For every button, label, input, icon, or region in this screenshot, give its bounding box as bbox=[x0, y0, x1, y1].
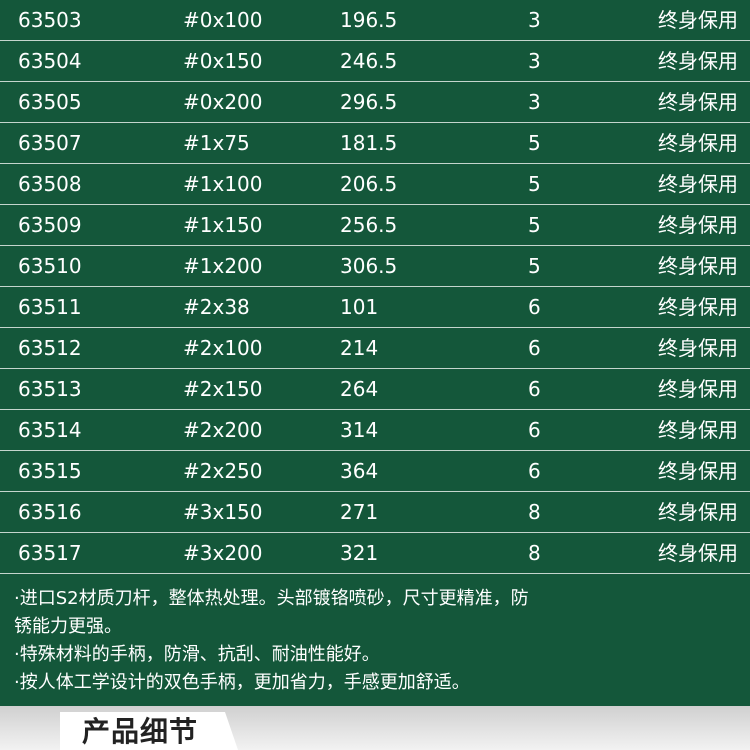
table-cell: 63516 bbox=[18, 500, 82, 524]
table-cell: 296.5 bbox=[340, 90, 398, 114]
table-cell: #2x150 bbox=[183, 377, 263, 401]
table-cell: 321 bbox=[340, 541, 379, 565]
table-cell: 63505 bbox=[18, 90, 82, 114]
table-cell: 终身保用 bbox=[658, 295, 738, 319]
table-row: 63512 #2x100 214 6 终身保用 bbox=[0, 328, 750, 369]
table-cell: 63504 bbox=[18, 49, 82, 73]
table-cell: #2x200 bbox=[183, 418, 263, 442]
table-cell: 3 bbox=[528, 90, 541, 114]
table-cell: 63510 bbox=[18, 254, 82, 278]
table-cell: 8 bbox=[528, 541, 541, 565]
table-cell: #2x100 bbox=[183, 336, 263, 360]
table-cell: 3 bbox=[528, 8, 541, 32]
table-cell: 终身保用 bbox=[658, 90, 738, 114]
table-cell: #0x150 bbox=[183, 49, 263, 73]
spec-table: 63503 #0x100 196.5 3 终身保用 63504 #0x150 246.5 3 终身… bbox=[0, 0, 750, 574]
table-cell: 196.5 bbox=[340, 8, 398, 32]
note: ·进口S2材质刀杆，整体热处理。头部镀铬喷砂，尺寸更精准，防锈能力更强。 bbox=[14, 588, 529, 637]
table-cell: 终身保用 bbox=[658, 131, 738, 155]
table-cell: 终身保用 bbox=[658, 377, 738, 401]
table-cell: 63513 bbox=[18, 377, 82, 401]
table-cell: 终身保用 bbox=[658, 213, 738, 237]
table-cell: #3x200 bbox=[183, 541, 263, 565]
table-cell: 终身保用 bbox=[658, 254, 738, 278]
table-cell: 214 bbox=[340, 336, 379, 360]
table-row: 63507 #1x75 181.5 5 终身保用 bbox=[0, 123, 750, 164]
table-cell: 终身保用 bbox=[658, 500, 738, 524]
table-row: 63503 #0x100 196.5 3 终身保用 bbox=[0, 0, 750, 41]
table-row: 63504 #0x150 246.5 3 终身保用 bbox=[0, 41, 750, 82]
table-cell: 306.5 bbox=[340, 254, 398, 278]
table-cell: 5 bbox=[528, 131, 541, 155]
table-cell: #1x100 bbox=[183, 172, 263, 196]
table-row: 63510 #1x200 306.5 5 终身保用 bbox=[0, 246, 750, 287]
table-cell: #2x38 bbox=[183, 295, 250, 319]
table-cell: 6 bbox=[528, 377, 541, 401]
table-row: 63505 #0x200 296.5 3 终身保用 bbox=[0, 82, 750, 123]
table-cell: 8 bbox=[528, 500, 541, 524]
table-cell: 101 bbox=[340, 295, 379, 319]
table-cell: 256.5 bbox=[340, 213, 398, 237]
footer-tab bbox=[60, 712, 238, 750]
table-cell: 364 bbox=[340, 459, 379, 483]
table-row: 63516 #3x150 271 8 终身保用 bbox=[0, 492, 750, 533]
notes: ·进口S2材质刀杆，整体热处理。头部镀铬喷砂，尺寸更精准，防锈能力更强。 ·特殊材… bbox=[14, 585, 534, 697]
table-row: 63509 #1x150 256.5 5 终身保用 bbox=[0, 205, 750, 246]
table-cell: 206.5 bbox=[340, 172, 398, 196]
table-cell: 终身保用 bbox=[658, 49, 738, 73]
table-cell: 终身保用 bbox=[658, 459, 738, 483]
table-cell: 181.5 bbox=[340, 131, 398, 155]
table-cell: 63517 bbox=[18, 541, 82, 565]
table-cell: 264 bbox=[340, 377, 379, 401]
table-row: 63517 #3x200 321 8 终身保用 bbox=[0, 533, 750, 574]
table-cell: 63508 bbox=[18, 172, 82, 196]
table-cell: #0x100 bbox=[183, 8, 263, 32]
table-row: 63511 #2x38 101 6 终身保用 bbox=[0, 287, 750, 328]
table-cell: 终身保用 bbox=[658, 541, 738, 565]
table-cell: 271 bbox=[340, 500, 379, 524]
table-cell: #3x150 bbox=[183, 500, 263, 524]
table-cell: 63509 bbox=[18, 213, 82, 237]
table-row: 63514 #2x200 314 6 终身保用 bbox=[0, 410, 750, 451]
table-cell: 6 bbox=[528, 418, 541, 442]
note: ·特殊材料的手柄，防滑、抗刮、耐油性能好。 bbox=[14, 644, 380, 665]
table-cell: 3 bbox=[528, 49, 541, 73]
table-cell: 6 bbox=[528, 459, 541, 483]
note: ·按人体工学设计的双色手柄，更加省力，手感更加舒适。 bbox=[14, 672, 470, 693]
table-cell: 314 bbox=[340, 418, 379, 442]
table-cell: #1x200 bbox=[183, 254, 263, 278]
table-row: 63513 #2x150 264 6 终身保用 bbox=[0, 369, 750, 410]
table-cell: 63503 bbox=[18, 8, 82, 32]
table-cell: #1x75 bbox=[183, 131, 250, 155]
table-cell: 终身保用 bbox=[658, 418, 738, 442]
table-cell: 终身保用 bbox=[658, 172, 738, 196]
footer-band bbox=[0, 706, 750, 750]
table-cell: 6 bbox=[528, 336, 541, 360]
table-cell: 246.5 bbox=[340, 49, 398, 73]
table-cell: 63511 bbox=[18, 295, 82, 319]
table-cell: 终身保用 bbox=[658, 8, 738, 32]
table-cell: 63507 bbox=[18, 131, 82, 155]
table-cell: #2x250 bbox=[183, 459, 263, 483]
table-cell: 5 bbox=[528, 172, 541, 196]
table-row: 63515 #2x250 364 6 终身保用 bbox=[0, 451, 750, 492]
table-cell: 63514 bbox=[18, 418, 82, 442]
table-cell: 63515 bbox=[18, 459, 82, 483]
table-cell: #0x200 bbox=[183, 90, 263, 114]
table-cell: 6 bbox=[528, 295, 541, 319]
table-cell: 5 bbox=[528, 213, 541, 237]
table-cell: 终身保用 bbox=[658, 336, 738, 360]
footer-title: 产品细节 bbox=[82, 715, 199, 748]
table-cell: 63512 bbox=[18, 336, 82, 360]
table-cell: 5 bbox=[528, 254, 541, 278]
table-cell: #1x150 bbox=[183, 213, 263, 237]
table-row: 63508 #1x100 206.5 5 终身保用 bbox=[0, 164, 750, 205]
